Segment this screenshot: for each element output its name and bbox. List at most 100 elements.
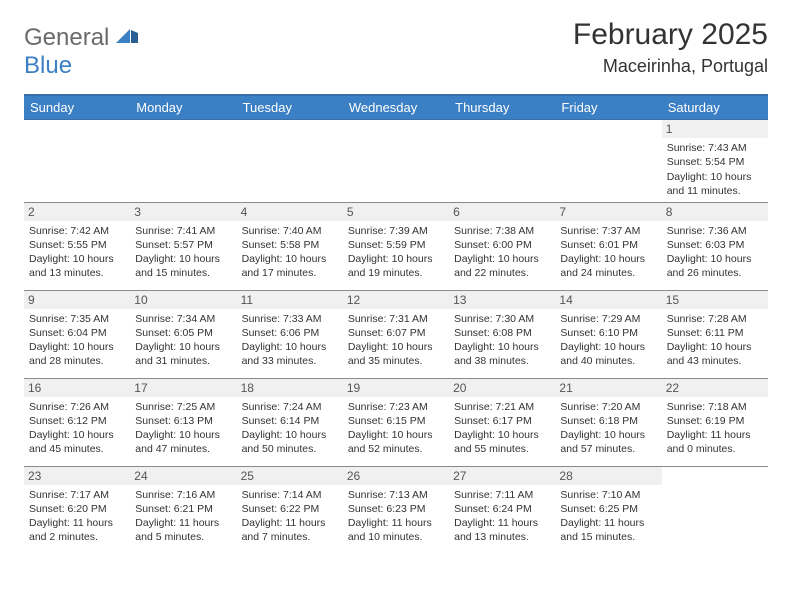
logo-word2: Blue [24, 52, 72, 79]
logo-sail-icon [116, 27, 138, 48]
calendar-cell: 4Sunrise: 7:40 AMSunset: 5:58 PMDaylight… [237, 202, 343, 290]
cell-line-ss: Sunset: 6:12 PM [29, 414, 125, 428]
weekday-sun: Sunday [24, 95, 130, 120]
day-number: 28 [555, 467, 661, 485]
cell-line-d2: and 22 minutes. [454, 266, 550, 280]
cell-line-sr: Sunrise: 7:23 AM [348, 400, 444, 414]
cell-line-ss: Sunset: 5:57 PM [135, 238, 231, 252]
cell-line-sr: Sunrise: 7:40 AM [242, 224, 338, 238]
day-number: 6 [449, 203, 555, 221]
cell-line-d1: Daylight: 11 hours [348, 516, 444, 530]
calendar-table: Sunday Monday Tuesday Wednesday Thursday… [24, 94, 768, 554]
cell-line-sr: Sunrise: 7:13 AM [348, 488, 444, 502]
cell-line-sr: Sunrise: 7:18 AM [667, 400, 763, 414]
calendar-week-row: 16Sunrise: 7:26 AMSunset: 6:12 PMDayligh… [24, 378, 768, 466]
cell-line-ss: Sunset: 6:07 PM [348, 326, 444, 340]
day-number: 15 [662, 291, 768, 309]
weekday-wed: Wednesday [343, 95, 449, 120]
header: General Blue February 2025 Maceirinha, P… [24, 18, 768, 78]
cell-line-d1: Daylight: 10 hours [560, 428, 656, 442]
logo: General Blue [24, 18, 138, 78]
calendar-cell: 21Sunrise: 7:20 AMSunset: 6:18 PMDayligh… [555, 378, 661, 466]
cell-line-d1: Daylight: 11 hours [29, 516, 125, 530]
cell-line-ss: Sunset: 6:21 PM [135, 502, 231, 516]
cell-line-ss: Sunset: 6:06 PM [242, 326, 338, 340]
day-number: 17 [130, 379, 236, 397]
cell-line-sr: Sunrise: 7:36 AM [667, 224, 763, 238]
cell-line-d2: and 2 minutes. [29, 530, 125, 544]
cell-line-d1: Daylight: 10 hours [348, 340, 444, 354]
cell-line-ss: Sunset: 5:54 PM [667, 155, 763, 169]
cell-line-d1: Daylight: 11 hours [667, 428, 763, 442]
calendar-cell [237, 120, 343, 203]
cell-line-d2: and 0 minutes. [667, 442, 763, 456]
cell-line-ss: Sunset: 6:08 PM [454, 326, 550, 340]
cell-line-ss: Sunset: 6:05 PM [135, 326, 231, 340]
day-number: 16 [24, 379, 130, 397]
cell-line-sr: Sunrise: 7:29 AM [560, 312, 656, 326]
cell-line-d2: and 13 minutes. [454, 530, 550, 544]
cell-line-d2: and 28 minutes. [29, 354, 125, 368]
cell-line-d2: and 31 minutes. [135, 354, 231, 368]
cell-line-sr: Sunrise: 7:14 AM [242, 488, 338, 502]
weekday-thu: Thursday [449, 95, 555, 120]
day-number: 14 [555, 291, 661, 309]
weekday-header-row: Sunday Monday Tuesday Wednesday Thursday… [24, 95, 768, 120]
weekday-mon: Monday [130, 95, 236, 120]
cell-line-d1: Daylight: 10 hours [560, 252, 656, 266]
cell-line-sr: Sunrise: 7:38 AM [454, 224, 550, 238]
calendar-cell: 28Sunrise: 7:10 AMSunset: 6:25 PMDayligh… [555, 466, 661, 554]
calendar-cell: 12Sunrise: 7:31 AMSunset: 6:07 PMDayligh… [343, 290, 449, 378]
calendar-cell: 3Sunrise: 7:41 AMSunset: 5:57 PMDaylight… [130, 202, 236, 290]
day-number: 20 [449, 379, 555, 397]
calendar-cell: 5Sunrise: 7:39 AMSunset: 5:59 PMDaylight… [343, 202, 449, 290]
cell-line-sr: Sunrise: 7:31 AM [348, 312, 444, 326]
cell-line-d2: and 15 minutes. [560, 530, 656, 544]
day-number: 23 [24, 467, 130, 485]
cell-line-d1: Daylight: 10 hours [29, 340, 125, 354]
cell-line-ss: Sunset: 6:20 PM [29, 502, 125, 516]
cell-line-sr: Sunrise: 7:17 AM [29, 488, 125, 502]
cell-line-d2: and 38 minutes. [454, 354, 550, 368]
calendar-cell: 7Sunrise: 7:37 AMSunset: 6:01 PMDaylight… [555, 202, 661, 290]
day-number: 21 [555, 379, 661, 397]
cell-line-sr: Sunrise: 7:28 AM [667, 312, 763, 326]
cell-line-d1: Daylight: 11 hours [135, 516, 231, 530]
cell-line-ss: Sunset: 6:01 PM [560, 238, 656, 252]
calendar-cell [24, 120, 130, 203]
cell-line-ss: Sunset: 6:14 PM [242, 414, 338, 428]
cell-line-d1: Daylight: 10 hours [560, 340, 656, 354]
day-number: 3 [130, 203, 236, 221]
cell-line-d1: Daylight: 10 hours [348, 252, 444, 266]
cell-line-sr: Sunrise: 7:24 AM [242, 400, 338, 414]
day-number: 27 [449, 467, 555, 485]
day-number: 5 [343, 203, 449, 221]
calendar-body: 1Sunrise: 7:43 AMSunset: 5:54 PMDaylight… [24, 120, 768, 555]
cell-line-d1: Daylight: 10 hours [667, 340, 763, 354]
cell-line-d2: and 24 minutes. [560, 266, 656, 280]
cell-line-sr: Sunrise: 7:33 AM [242, 312, 338, 326]
cell-line-ss: Sunset: 6:23 PM [348, 502, 444, 516]
cell-line-ss: Sunset: 6:17 PM [454, 414, 550, 428]
cell-line-d2: and 5 minutes. [135, 530, 231, 544]
cell-line-d1: Daylight: 10 hours [454, 252, 550, 266]
calendar-cell: 15 Sunrise: 7:28 AMSunset: 6:11 PMDayligh… [662, 290, 768, 378]
cell-line-d2: and 19 minutes. [348, 266, 444, 280]
cell-line-sr: Sunrise: 7:30 AM [454, 312, 550, 326]
calendar-cell: 23 Sunrise: 7:17 AMSunset: 6:20 PMDayligh… [24, 466, 130, 554]
cell-line-d1: Daylight: 10 hours [242, 252, 338, 266]
cell-line-ss: Sunset: 5:55 PM [29, 238, 125, 252]
calendar-cell [449, 120, 555, 203]
cell-line-ss: Sunset: 6:19 PM [667, 414, 763, 428]
weekday-tue: Tuesday [237, 95, 343, 120]
weekday-sat: Saturday [662, 95, 768, 120]
cell-line-ss: Sunset: 6:11 PM [667, 326, 763, 340]
cell-line-d1: Daylight: 10 hours [454, 340, 550, 354]
calendar-page: General Blue February 2025 Maceirinha, P… [0, 0, 792, 554]
cell-line-sr: Sunrise: 7:42 AM [29, 224, 125, 238]
cell-line-d2: and 33 minutes. [242, 354, 338, 368]
cell-line-d1: Daylight: 10 hours [135, 428, 231, 442]
calendar-cell: 1Sunrise: 7:43 AMSunset: 5:54 PMDaylight… [662, 120, 768, 203]
calendar-cell: 22Sunrise: 7:18 AMSunset: 6:19 PMDayligh… [662, 378, 768, 466]
cell-line-sr: Sunrise: 7:41 AM [135, 224, 231, 238]
